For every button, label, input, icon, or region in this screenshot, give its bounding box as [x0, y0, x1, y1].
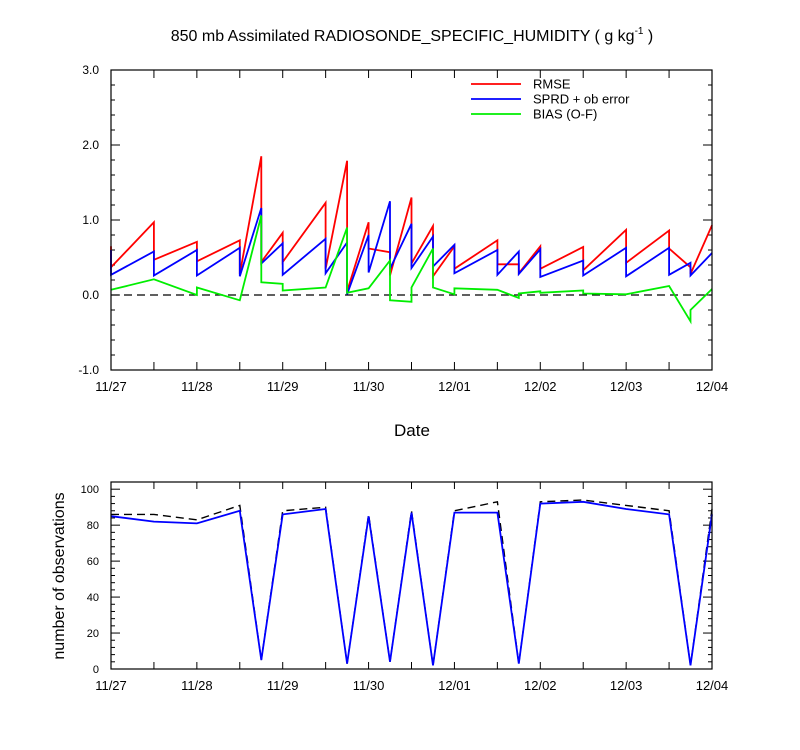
- series-line-assimilated-observations: [110, 500, 713, 666]
- legend-label: BIAS (O-F): [533, 107, 597, 122]
- x-tick-label: 12/02: [524, 379, 557, 394]
- bottom-panel: 0 20 40 60 80 100 11/27 11/28 11/29 11/30 12/01 12/…: [51, 481, 729, 693]
- legend-label: SPRD + ob error: [533, 92, 630, 107]
- y-tick-label: 0: [93, 664, 99, 676]
- x-axis-label: Date: [394, 421, 430, 440]
- bottom-axes: 0 20 40 60 80 100 11/27 11/28 11/29 11/30 12/01 12/…: [81, 482, 729, 693]
- y-tick-label: 0.0: [82, 288, 99, 302]
- y-tick-label: 60: [87, 556, 99, 568]
- y-tick-label: -1.0: [78, 363, 99, 377]
- x-tick-label: 11/30: [353, 379, 385, 394]
- bottom-plot-frame: [110, 481, 713, 670]
- bottom-series-group: [110, 499, 713, 666]
- chart-title: 850 mb Assimilated RADIOSONDE_SPECIFIC_H…: [171, 26, 654, 45]
- series-line-bias-o-f: [110, 215, 713, 325]
- y-tick-label: 40: [87, 592, 99, 604]
- x-tick-label: 12/04: [696, 678, 729, 693]
- x-tick-label: 11/27: [95, 678, 127, 693]
- y-tick-label: 1.0: [82, 213, 99, 227]
- series-line-possible-observations: [111, 499, 713, 666]
- x-tick-label: 12/01: [438, 678, 471, 693]
- y-tick-label: 3.0: [82, 63, 99, 77]
- top-plot-frame: [110, 69, 713, 371]
- x-tick-label: 11/29: [267, 678, 299, 693]
- x-tick-label: 12/02: [524, 678, 557, 693]
- x-tick-label: 12/03: [610, 678, 643, 693]
- x-tick-label: 12/03: [610, 379, 643, 394]
- y-axis-label: number of observations: [51, 492, 68, 659]
- top-series-group: [110, 156, 713, 325]
- y-tick-label: 100: [81, 484, 99, 496]
- top-axes: -1.0 0.0 1.0 2.0 3.0 11/27 11/28 11/29 11/30 12/0…: [78, 63, 728, 394]
- x-tick-label: 12/01: [438, 379, 471, 394]
- x-tick-label: 12/04: [696, 379, 729, 394]
- y-tick-label: 2.0: [82, 138, 99, 152]
- y-tick-label: 20: [87, 628, 99, 640]
- series-line-sprd-ob-error: [110, 201, 713, 295]
- legend-label: RMSE: [533, 77, 571, 92]
- x-tick-label: 11/27: [95, 379, 127, 394]
- x-tick-label: 11/28: [181, 678, 213, 693]
- x-tick-label: 11/30: [353, 678, 385, 693]
- x-tick-label: 11/29: [267, 379, 299, 394]
- top-panel: 850 mb Assimilated RADIOSONDE_SPECIFIC_H…: [78, 26, 728, 440]
- x-tick-label: 11/28: [181, 379, 213, 394]
- y-tick-label: 80: [87, 520, 99, 532]
